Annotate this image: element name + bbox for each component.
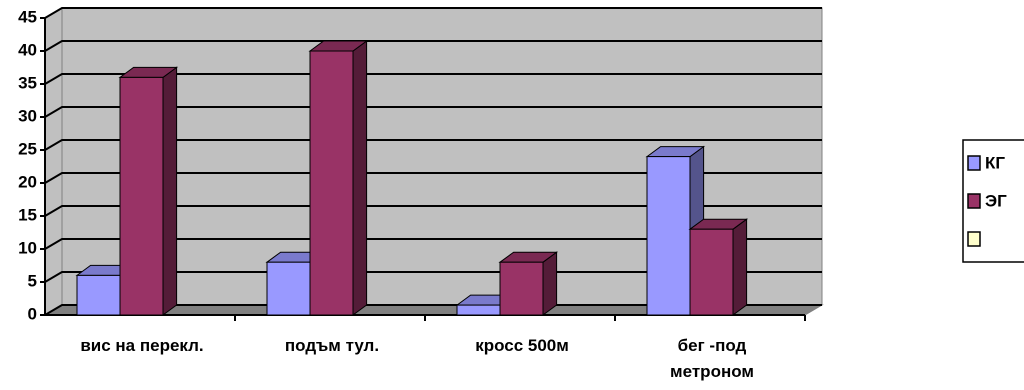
legend-swatch (967, 193, 981, 209)
bar-face (456, 304, 501, 316)
y-tick-label: 40 (18, 40, 37, 59)
y-tick-label: 0 (28, 304, 37, 323)
grid-line (44, 40, 822, 52)
grid-line (44, 7, 822, 19)
grid-line (44, 172, 822, 184)
grid-line (44, 304, 822, 316)
bar (308, 40, 369, 316)
bar-face (162, 66, 178, 316)
y-tick-label: 10 (18, 238, 37, 257)
grid-line (44, 205, 822, 217)
bar (498, 251, 559, 316)
y-tick-label: 35 (18, 73, 37, 92)
y-tick-label: 15 (18, 205, 37, 224)
grid-line (44, 271, 822, 283)
y-tick-label: 30 (18, 106, 37, 125)
bar-face (689, 228, 734, 316)
bar-face (309, 50, 354, 316)
legend-label: ЭГ (985, 191, 1007, 210)
bar-face (119, 76, 164, 316)
side-wall (44, 7, 63, 316)
x-tick-label: кросс 500м (475, 336, 569, 355)
x-tick-label: вис на перекл. (80, 336, 204, 355)
bar-face (499, 261, 544, 316)
grid-line (44, 73, 822, 85)
x-tick-label: бег -под метроном (670, 336, 754, 381)
bar (118, 66, 179, 316)
bar-face (732, 218, 748, 316)
y-tick-label: 25 (18, 139, 37, 158)
bar-face (266, 261, 311, 316)
grid-line (44, 106, 822, 118)
y-tick-label: 45 (18, 7, 37, 26)
bar-face (542, 251, 558, 316)
legend-swatch (967, 231, 981, 247)
grid-line (44, 139, 822, 151)
legend-swatch (967, 155, 981, 171)
bar-face (646, 156, 691, 316)
y-tick-label: 20 (18, 172, 37, 191)
bar (688, 218, 749, 316)
bar (645, 145, 706, 316)
y-tick-label: 5 (28, 271, 37, 290)
grid-line (44, 238, 822, 250)
x-tick-label: подъм тул. (284, 336, 380, 355)
legend-label: КГ (985, 153, 1005, 172)
bar-face (352, 40, 368, 316)
bar-face (76, 274, 121, 316)
